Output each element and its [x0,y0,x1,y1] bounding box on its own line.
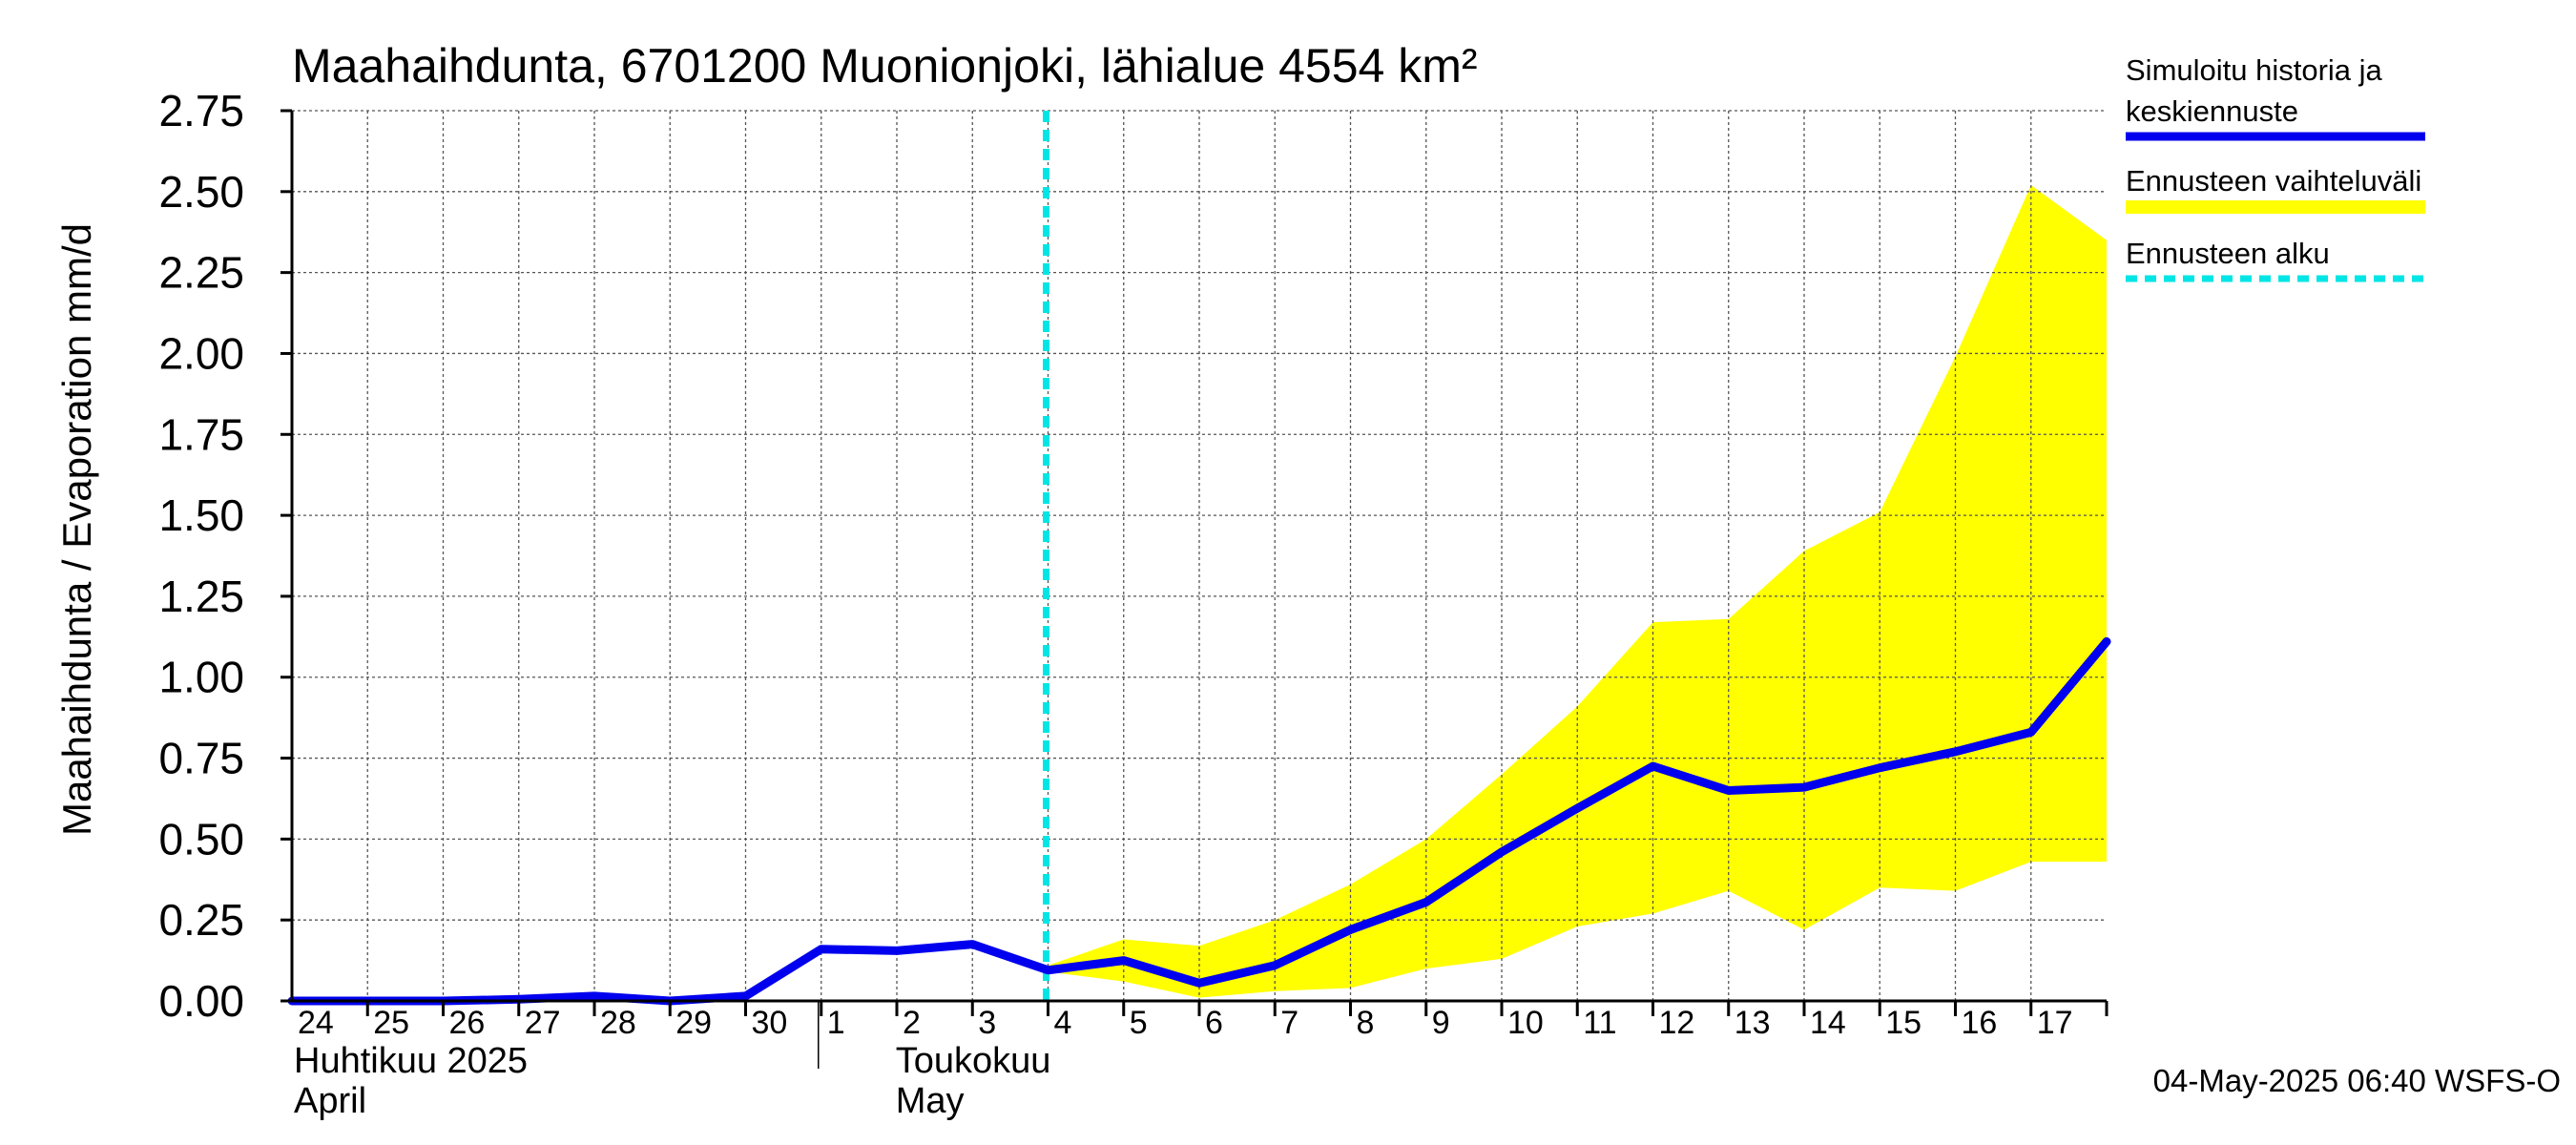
x-tick-label: 6 [1205,1005,1223,1041]
legend-label-forecast-start: Ennusteen alku [2126,237,2330,270]
y-tick-label: 2.25 [158,248,244,298]
x-tick-label: 26 [449,1005,486,1041]
y-tick-label: 1.75 [158,409,244,459]
legend-label-band: Ennusteen vaihteluväli [2126,164,2421,198]
x-tick-label: 11 [1583,1005,1616,1041]
x-tick-label: 1 [827,1005,845,1041]
x-tick-label: 7 [1280,1005,1298,1041]
x-tick-label: 10 [1507,1005,1544,1041]
legend-label-sim-line2: keskiennuste [2126,94,2298,128]
x-tick-label: 24 [298,1005,334,1041]
x-tick-label: 9 [1432,1005,1450,1041]
x-tick-label: 30 [752,1005,788,1041]
axes-layer [280,109,2109,1069]
forecast-range-band [1048,185,2107,998]
y-tick-label: 1.50 [158,490,244,540]
x-tick-label: 25 [373,1005,409,1041]
grid-layer [292,110,2107,1001]
y-tick-label: 1.25 [158,572,244,621]
y-tick-label: 0.75 [158,734,244,783]
x-tick-label: 4 [1054,1005,1072,1041]
x-tick-label: 13 [1735,1005,1771,1041]
y-tick-label: 2.50 [158,167,244,217]
x-tick-label: 17 [2037,1005,2073,1041]
y-tick-label: 0.00 [158,976,244,1026]
footer-timestamp: 04-May-2025 06:40 WSFS-O [2153,1063,2561,1098]
forecast-band-layer [1048,185,2107,998]
y-tick-label: 1.00 [158,653,244,702]
y-tick-label: 0.50 [158,814,244,864]
y-axis-label: Maahaihdunta / Evaporation mm/d [54,223,99,836]
series-line-layer [287,636,2111,1006]
x-tick-label: 15 [1885,1005,1922,1041]
month-label-fi: Huhtikuu 2025 [294,1041,528,1081]
x-tick-label: 12 [1659,1005,1695,1041]
legend-label-sim-line1: Simuloitu historia ja [2126,53,2383,87]
month-label-en: May [896,1081,965,1121]
series-line [287,636,2111,1006]
x-tick-label: 5 [1130,1005,1148,1041]
month-label-fi: Toukokuu [896,1041,1051,1081]
y-tick-label: 2.75 [158,86,244,135]
axis-labels-layer: 0.00 0.25 0.50 0.75 1.00 1.25 1.50 1.75 2.00 2.25… [158,86,2072,1121]
legend: Simuloitu historia ja keskiennuste Ennus… [2126,53,2425,282]
x-tick-label: 8 [1357,1005,1375,1041]
month-label-en: April [294,1081,366,1121]
chart-title: Maahaihdunta, 6701200 Muonionjoki, lähia… [292,39,1478,93]
x-tick-label: 27 [525,1005,561,1041]
x-tick-label: 29 [675,1005,712,1041]
y-tick-label: 2.00 [158,328,244,378]
x-tick-label: 28 [600,1005,636,1041]
x-tick-label: 16 [1962,1005,1998,1041]
x-tick-label: 2 [903,1005,921,1041]
x-tick-label: 14 [1810,1005,1846,1041]
y-tick-label: 0.25 [158,895,244,945]
x-tick-label: 3 [978,1005,996,1041]
